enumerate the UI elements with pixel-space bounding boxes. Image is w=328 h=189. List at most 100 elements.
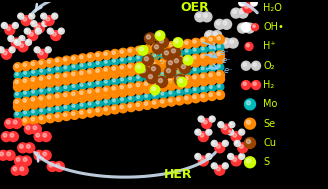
Circle shape (196, 14, 200, 17)
Circle shape (143, 101, 152, 109)
Circle shape (24, 91, 27, 94)
Circle shape (118, 104, 128, 113)
Circle shape (6, 120, 10, 124)
Circle shape (95, 80, 103, 88)
Circle shape (96, 93, 99, 96)
Circle shape (239, 129, 245, 135)
Circle shape (201, 87, 204, 90)
Circle shape (212, 141, 215, 144)
Circle shape (9, 37, 11, 39)
Circle shape (201, 74, 204, 78)
Circle shape (30, 76, 39, 85)
Circle shape (118, 68, 128, 77)
Circle shape (88, 110, 91, 113)
Circle shape (70, 95, 79, 104)
Circle shape (64, 113, 67, 116)
Circle shape (18, 42, 28, 52)
Circle shape (209, 57, 212, 61)
Circle shape (25, 143, 35, 153)
Circle shape (215, 55, 224, 64)
Circle shape (113, 59, 115, 62)
Circle shape (153, 61, 156, 65)
Circle shape (160, 44, 164, 48)
Circle shape (54, 105, 62, 113)
Circle shape (38, 75, 47, 84)
Circle shape (64, 77, 67, 81)
Circle shape (129, 97, 132, 100)
Circle shape (193, 76, 196, 79)
Circle shape (35, 28, 41, 34)
Circle shape (39, 77, 43, 80)
Circle shape (191, 54, 200, 63)
Circle shape (201, 78, 204, 82)
Circle shape (199, 73, 208, 82)
Circle shape (13, 167, 17, 171)
Circle shape (88, 90, 91, 93)
Circle shape (205, 31, 215, 40)
Circle shape (144, 46, 148, 50)
Circle shape (177, 58, 180, 61)
Circle shape (14, 71, 22, 79)
Circle shape (5, 150, 15, 160)
Circle shape (151, 44, 160, 53)
Circle shape (47, 95, 51, 99)
Circle shape (153, 81, 156, 84)
Circle shape (96, 109, 99, 112)
Circle shape (48, 29, 51, 31)
Circle shape (169, 63, 172, 66)
Circle shape (201, 39, 204, 42)
Circle shape (158, 78, 163, 83)
Circle shape (153, 43, 163, 54)
Circle shape (80, 55, 83, 59)
Circle shape (175, 41, 184, 50)
Circle shape (128, 49, 132, 52)
Circle shape (128, 88, 132, 92)
Circle shape (47, 87, 54, 94)
Circle shape (111, 105, 119, 114)
Circle shape (177, 62, 180, 65)
Circle shape (34, 132, 44, 142)
Circle shape (135, 82, 144, 91)
Circle shape (200, 46, 208, 53)
Circle shape (47, 76, 51, 79)
Circle shape (193, 80, 196, 83)
Circle shape (183, 55, 192, 64)
Circle shape (169, 59, 172, 62)
Circle shape (151, 67, 155, 71)
Circle shape (102, 106, 112, 115)
Circle shape (47, 28, 53, 34)
Circle shape (54, 66, 62, 73)
Circle shape (144, 86, 148, 90)
Circle shape (14, 39, 20, 45)
Circle shape (191, 74, 200, 83)
Circle shape (13, 63, 23, 72)
Circle shape (151, 64, 160, 73)
Circle shape (215, 165, 225, 175)
Circle shape (54, 97, 63, 106)
Circle shape (34, 23, 44, 33)
Circle shape (15, 100, 18, 103)
Circle shape (218, 122, 224, 128)
Circle shape (185, 77, 188, 80)
Circle shape (30, 60, 39, 70)
Circle shape (143, 45, 152, 54)
Circle shape (118, 48, 128, 57)
Circle shape (176, 77, 180, 81)
Circle shape (12, 22, 18, 29)
Circle shape (215, 143, 225, 153)
Circle shape (143, 81, 152, 90)
Circle shape (244, 118, 256, 129)
Circle shape (193, 68, 196, 71)
Circle shape (209, 77, 212, 81)
Circle shape (175, 60, 184, 69)
Circle shape (48, 88, 51, 91)
Circle shape (135, 94, 143, 102)
Circle shape (34, 150, 44, 160)
Circle shape (136, 67, 140, 71)
Circle shape (49, 163, 53, 167)
Circle shape (223, 40, 227, 43)
Circle shape (86, 92, 95, 101)
Circle shape (96, 81, 99, 84)
Circle shape (175, 57, 184, 65)
Circle shape (55, 79, 59, 82)
